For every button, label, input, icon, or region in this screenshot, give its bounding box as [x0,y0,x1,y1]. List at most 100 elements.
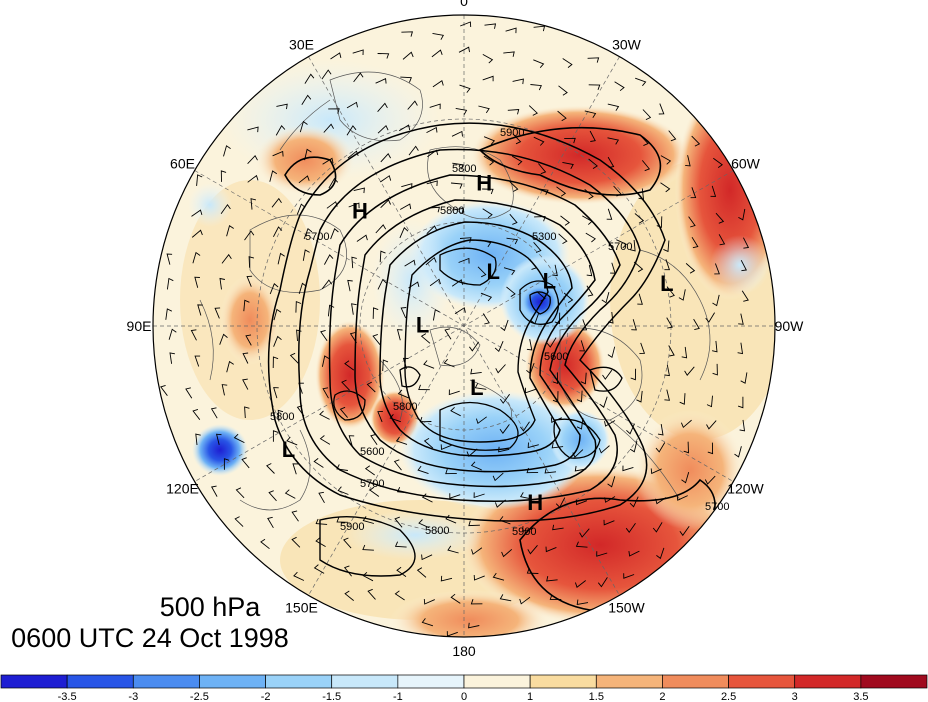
colorbar-swatch [0,674,68,689]
wind-barb [247,126,259,133]
wind-barb [291,510,299,522]
wind-barb [482,313,490,325]
wind-barb [616,239,628,249]
wind-barb [245,334,252,346]
wind-barb [734,446,742,458]
contour-label: 5900 [512,526,536,538]
wind-barb [623,573,635,579]
wind-barb [322,157,334,165]
wind-barb [221,253,232,264]
longitude-label: 0 [460,0,468,9]
valid-time-caption: 0600 UTC 24 Oct 1998 [11,623,289,653]
wind-barb [303,227,313,240]
wind-barb [499,393,510,404]
wind-barb [323,123,334,133]
wind-barb [315,518,328,525]
wind-barb [586,264,593,277]
wind-barb [660,155,672,165]
wind-barb [715,212,725,224]
contour-label: 5300 [532,231,556,243]
wind-barb [195,433,201,446]
colorbar-tick-label: -1 [393,691,403,702]
wind-barb [710,185,717,197]
wind-barb [296,405,305,417]
wind-barb [610,262,616,274]
colorbar-swatch [132,674,200,689]
wind-barb [562,58,573,68]
wind-barb [292,463,299,475]
colorbar-swatch [529,674,597,689]
wind-barb [299,120,308,133]
wind-barb [348,202,360,209]
wind-barb [507,109,520,115]
wind-barb [344,590,354,601]
wind-barb [503,51,515,57]
wind-barb [293,571,305,581]
colorbar-swatch [662,674,729,689]
wind-barb [533,59,545,68]
wind-barb [432,32,444,40]
wind-barb [693,318,700,331]
wind-barb [503,267,516,276]
wind-barb [429,103,441,110]
wind-barb [478,105,490,114]
colorbar-swatch [595,674,663,689]
contour-label: 5700 [608,241,632,253]
wind-barb [328,108,340,114]
wind-barb [273,308,282,321]
wind-barb [530,313,540,325]
wind-barb [389,414,401,423]
wind-barb [495,364,506,374]
wind-barb [223,145,231,157]
wind-barb [423,598,435,605]
wind-barb [499,516,511,525]
wind-barb [555,497,566,509]
contour-label: 5700 [360,478,384,490]
wind-barb [416,567,427,578]
wind-barb [242,378,249,390]
wind-barb [427,149,439,158]
colorbar-tick-label: -2 [261,691,271,702]
colorbar-tick-label: 0 [461,691,467,702]
wind-barb [318,491,325,504]
wind-barb [321,69,332,80]
colorbar-swatch [794,674,862,689]
wind-barb [194,276,200,288]
wind-barb [668,130,677,142]
wind-barb [273,387,279,399]
wind-barb [402,51,414,60]
wind-barb [473,492,485,499]
wind-barb [272,356,279,369]
wind-barb [458,46,470,53]
wind-barb [400,307,407,319]
wind-barb [339,406,348,418]
wind-barb [369,486,380,497]
longitude-label: 150E [285,600,318,616]
wind-barb [196,174,203,186]
wind-barb [319,435,331,445]
wind-barb [468,622,480,629]
wind-barb [691,236,699,249]
wind-barb [235,487,245,499]
wind-barb [346,101,358,109]
wind-barb [473,574,485,581]
wind-barb [712,363,718,376]
wind-barb [706,420,717,430]
wind-barb [740,259,747,272]
wind-barb [679,393,686,405]
wind-barb [707,442,714,455]
wind-barb [429,278,441,287]
wind-barb [408,145,419,156]
wind-barb [364,465,375,476]
wind-barb [394,541,407,548]
wind-barb [349,332,357,344]
wind-barb [527,545,538,555]
wind-barb [479,239,492,248]
wind-barb [451,279,464,287]
wind-barb [538,163,547,175]
wind-barb [351,256,357,269]
wind-barb [664,389,670,401]
wind-barb [448,389,460,396]
longitude-label: 30E [289,37,314,53]
wind-barb [536,291,546,302]
